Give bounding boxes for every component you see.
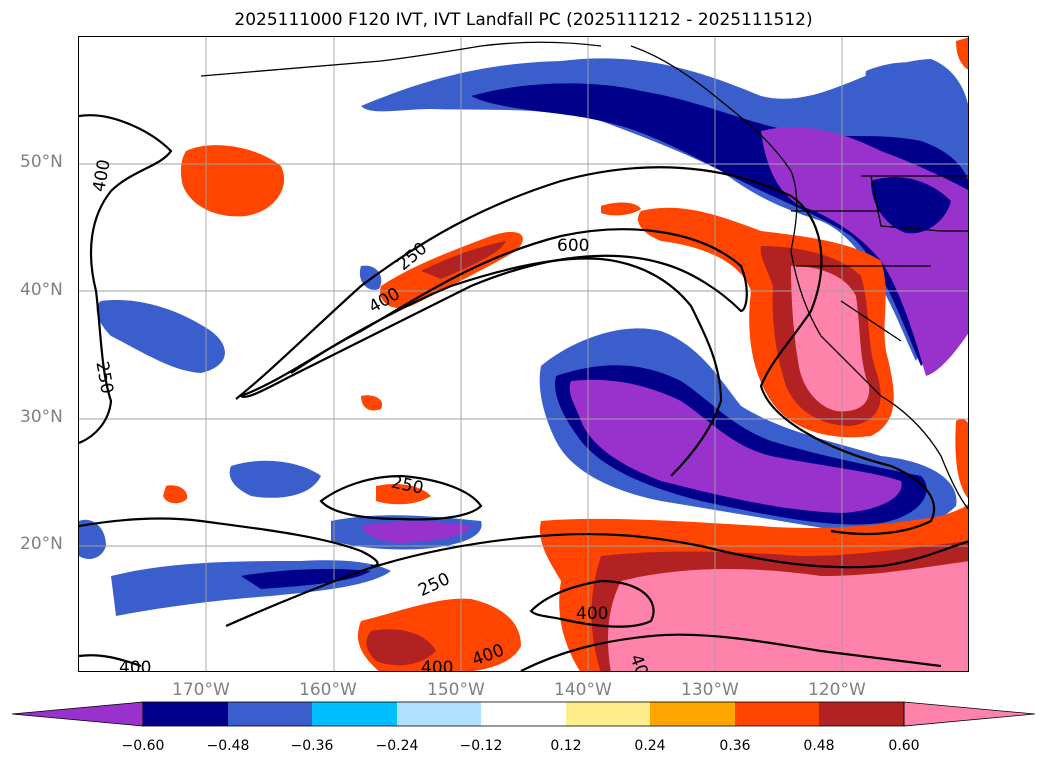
colorbar-bin	[735, 702, 819, 726]
map-panel: 400 250 250 400 600 250 250 400 400 400 …	[78, 36, 969, 672]
colorbar-tick-label: 0.48	[803, 738, 835, 754]
colorbar-bin	[819, 702, 904, 726]
colorbar-tick-label: 0.12	[550, 738, 582, 754]
lat-label-30n: 30°N	[20, 407, 63, 427]
colorbar-bin	[566, 702, 650, 726]
colorbar-tick-label: −0.24	[375, 738, 419, 754]
lon-label-160w: 160°W	[299, 680, 357, 700]
lat-label-40n: 40°N	[20, 280, 63, 300]
colorbar-tick-label: 0.24	[634, 738, 666, 754]
colorbar-bin	[397, 702, 481, 726]
colorbar-tick-label: 0.60	[888, 738, 920, 754]
lon-label-130w: 130°W	[681, 680, 739, 700]
lon-label-150w: 150°W	[427, 680, 485, 700]
ivt-contours	[79, 114, 968, 671]
colorbar-tick-label: −0.12	[459, 738, 503, 754]
contour-label: 400	[119, 658, 151, 672]
colorbar-bin	[312, 702, 397, 726]
colorbar-tick-label: 0.36	[719, 738, 751, 754]
colorbar-extend-max	[903, 701, 1036, 727]
colorbar-extend-min	[11, 701, 144, 727]
lon-label-170w: 170°W	[172, 680, 230, 700]
map-gridlines	[79, 37, 968, 671]
contour-label: 400	[576, 604, 608, 624]
contour-label: 600	[557, 236, 589, 256]
lat-label-50n: 50°N	[20, 152, 63, 172]
lat-label-20n: 20°N	[20, 534, 63, 554]
colorbar-bin	[228, 702, 312, 726]
colorbar-bin	[143, 702, 228, 726]
coastlines	[200, 41, 968, 510]
contour-label: 400	[421, 658, 453, 672]
lon-label-120w: 120°W	[808, 680, 866, 700]
colorbar-tick-label: −0.60	[121, 738, 165, 754]
colorbar-bin	[481, 702, 566, 726]
colorbar-bin	[650, 702, 735, 726]
lon-label-140w: 140°W	[554, 680, 612, 700]
map-title: 2025111000 F120 IVT, IVT Landfall PC (20…	[234, 10, 813, 30]
colorbar	[11, 701, 1036, 727]
map-canvas: 400 250 250 400 600 250 250 400 400 400 …	[79, 37, 968, 672]
colorbar-tick-label: −0.36	[290, 738, 334, 754]
colorbar-tick-label: −0.48	[206, 738, 250, 754]
ivt-negative-region-north	[361, 58, 968, 376]
